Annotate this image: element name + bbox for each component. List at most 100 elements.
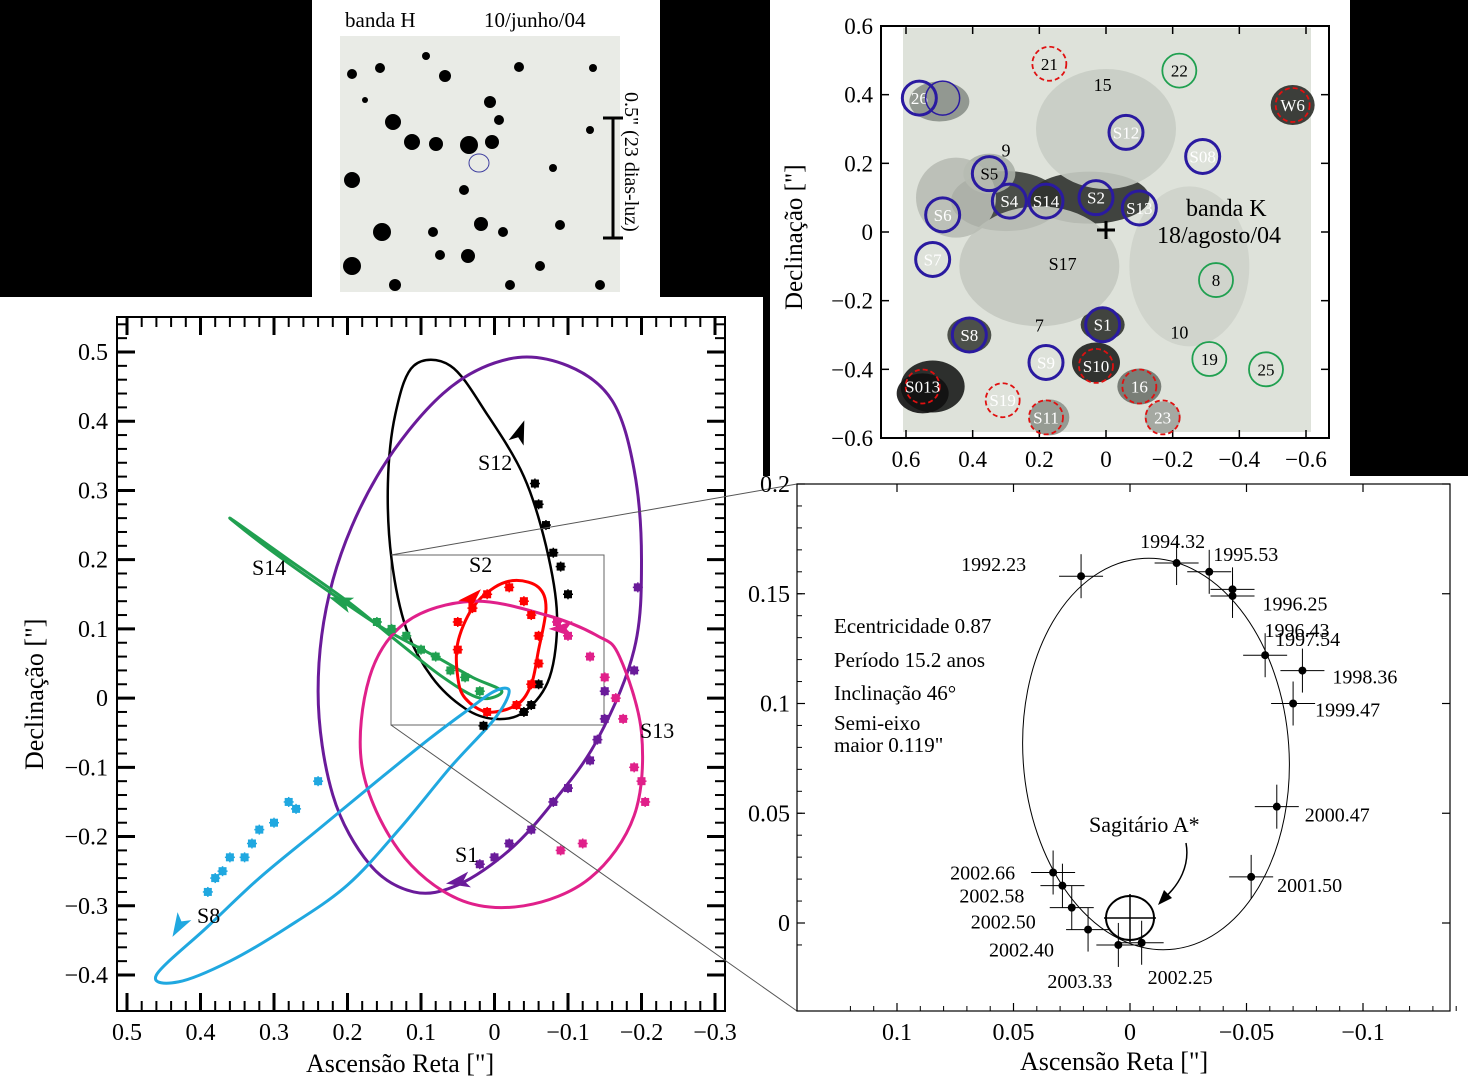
s2-epoch-label: 1995.53: [1213, 544, 1278, 566]
k-band-ticks: 0.6 0.6 0.4 0.4 0.2 0.2 0 0 −0.2 −0.2 −0.4 −0.4 −0.6…: [831, 14, 1329, 472]
k-band-star-label: S08: [1189, 147, 1215, 166]
orbit-point-s1: [564, 784, 572, 793]
k-band-star-label: S19: [989, 391, 1015, 410]
k-band-star-ring: [1107, 113, 1145, 151]
s2-epoch-point: [1289, 699, 1298, 708]
s2-epoch-point: [1114, 940, 1123, 949]
orbits-x-tick-label: 0: [489, 1020, 501, 1046]
orbit-point-s13: [578, 839, 587, 848]
k-band-star-label: W6: [1280, 96, 1305, 115]
h-band-star: [460, 136, 478, 154]
k-band-y-tick-label: 0.6: [844, 14, 873, 39]
k-band-emission-blob: [909, 81, 970, 122]
orbit-point-s8: [255, 825, 264, 834]
orbit-point-s13: [619, 714, 628, 723]
orbit-direction-arrow: [548, 620, 573, 637]
s2-epoch-point: [1272, 802, 1281, 811]
orbit-label-s13: S13: [640, 718, 674, 743]
k-band-star-label: S6: [934, 206, 952, 225]
k-band-star-label: S2: [1087, 189, 1105, 208]
orbit-point-s14: [446, 666, 455, 675]
k-band-number-label: 7: [1035, 316, 1044, 336]
h-band-star: [362, 97, 368, 103]
k-band-emission: [896, 69, 1315, 436]
k-band-star-label: S1: [1094, 316, 1112, 335]
k-band-star-ring: [1184, 137, 1222, 175]
k-band-star-ring: [1028, 399, 1064, 436]
orbit-direction-arrow: [445, 871, 471, 888]
k-band-star-ring: [1078, 347, 1114, 384]
orbits-x-tick-label: 0.1: [406, 1020, 436, 1046]
s2-epoch-point: [1058, 881, 1067, 890]
orbit-point-s8: [314, 777, 323, 786]
s2-epoch-label: 2002.25: [1148, 967, 1213, 989]
s2-epoch-label: 1996.25: [1263, 593, 1328, 615]
orbit-point-s2: [519, 597, 528, 606]
zoom-x-tick-label: 0.05: [993, 1020, 1035, 1046]
s2-epoch-label: 1992.23: [961, 554, 1026, 576]
orbit-point-s1: [490, 853, 499, 862]
zoom-axis-ticks: 0.1 0.05 0 −0.05 −0.1 0.2 0.15 0.1 0.05 0: [748, 472, 1457, 1046]
k-band-emission-blob: [916, 157, 996, 238]
k-band-number-label: 10: [1170, 322, 1188, 342]
orbit-point-s1: [505, 839, 514, 848]
annotation-sgr-a: Sagitário A*: [1089, 812, 1200, 837]
orbit-label-s14: S14: [252, 555, 286, 580]
s2-epoch-point: [1261, 651, 1270, 660]
zoom-x-tick-label: −0.05: [1219, 1020, 1275, 1046]
orbits-y-tick-label: −0.1: [64, 755, 108, 781]
k-band-ylabel: Declinação ["]: [781, 164, 808, 310]
k-band-x-tick-label: −0.4: [1218, 447, 1260, 472]
h-band-date: 10/junho/04: [484, 8, 586, 32]
k-band-number-label: S17: [1049, 254, 1077, 274]
annotation-semi-axis-1: Semi-eixo: [834, 711, 920, 735]
h-band-star: [555, 220, 565, 230]
zoom-y-tick-label: 0.2: [760, 472, 790, 498]
h-band-star: [485, 135, 499, 149]
s2-epoch-point: [1228, 591, 1237, 600]
zoom-x-tick-label: 0.1: [882, 1020, 912, 1046]
h-band-star: [461, 249, 475, 263]
orbit-point-s1: [475, 860, 484, 869]
orbit-point-s14: [387, 624, 396, 633]
orbit-point-s14: [475, 687, 484, 696]
k-band-y-tick-label: −0.4: [831, 357, 873, 382]
orbit-point-s8: [203, 887, 212, 896]
s2-epoch-label: 1998.36: [1332, 667, 1397, 689]
k-band-star-ring: [970, 155, 1008, 193]
k-band-x-tick-label: 0.6: [892, 447, 921, 472]
k-band-emission-blob: [896, 373, 949, 414]
k-band-label: banda K: [1186, 196, 1267, 222]
k-band-star-ring: [914, 240, 952, 278]
s2-epoch-label: 2002.40: [989, 940, 1054, 962]
k-band-star-label: S4: [1000, 192, 1018, 211]
orbit-point-s1: [549, 797, 558, 806]
h-band-star: [343, 257, 361, 275]
k-band-star-ring: [1027, 343, 1065, 381]
k-band-star-label: 8: [1212, 271, 1221, 290]
orbit-point-s14: [461, 673, 470, 682]
orbit-point-s12: [519, 707, 528, 716]
orbits-ylabel: Declinação ["]: [20, 619, 49, 770]
k-band-emission-blob: [959, 206, 1120, 327]
k-band-star-label: 25: [1258, 360, 1275, 379]
h-band-star: [344, 172, 360, 188]
orbit-point-s2: [527, 680, 536, 689]
k-band-star-ring: [1084, 306, 1122, 344]
s2-zoom-panel: 0.1 0.05 0 −0.05 −0.1 0.2 0.15 0.1 0.05 0 1992.23…: [390, 472, 1468, 1083]
k-band-star-label: S9: [1037, 353, 1055, 372]
s2-epoch-label: 1996.43: [1265, 620, 1330, 642]
h-band-star: [404, 134, 420, 150]
k-band-star-label: 26: [911, 89, 928, 108]
orbit-point-s1: [527, 825, 536, 834]
orbit-direction-arrow: [328, 597, 355, 613]
orbits-x-tick-label: 0.3: [259, 1020, 289, 1046]
k-band-star-label: S14: [1033, 192, 1060, 211]
orbits-y-tick-label: 0.2: [78, 548, 108, 574]
annotation-period: Período 15.2 anos: [834, 648, 985, 672]
orbits-xlabel: Ascensão Reta ["]: [306, 1049, 494, 1078]
orbit-point-s13: [637, 777, 646, 786]
k-band-y-tick-label: 0: [862, 220, 874, 245]
orbits-y-tick-label: 0.3: [78, 478, 108, 504]
